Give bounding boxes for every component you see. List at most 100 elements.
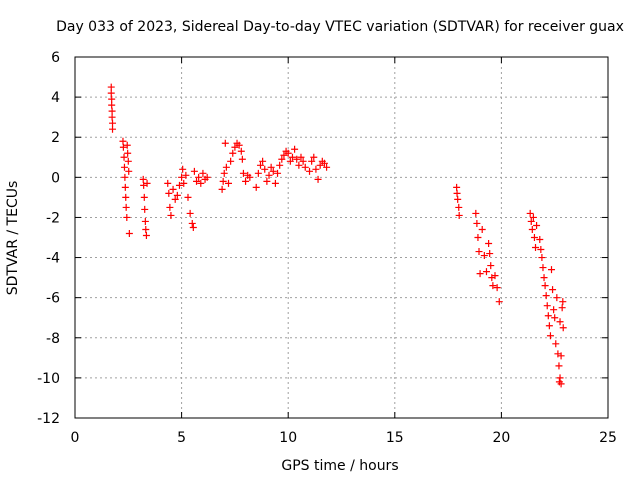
data-point: [182, 171, 190, 179]
data-point: [544, 312, 552, 320]
data-point: [539, 264, 547, 272]
data-points: [107, 83, 567, 388]
data-point: [316, 161, 324, 169]
data-point: [491, 272, 499, 280]
data-point: [478, 225, 486, 233]
y-tick-label: -2: [46, 210, 60, 226]
data-point: [222, 163, 230, 171]
data-point: [455, 211, 463, 219]
data-point: [453, 183, 461, 191]
data-point: [269, 167, 277, 175]
data-point: [123, 141, 131, 149]
data-point: [291, 145, 299, 153]
x-tick-labels: 0 5 10 15 20 25: [71, 430, 617, 446]
data-point: [495, 298, 503, 306]
data-point: [558, 304, 566, 312]
data-point: [320, 159, 328, 167]
data-point: [179, 165, 187, 173]
data-point: [556, 374, 564, 382]
data-point: [487, 262, 495, 270]
data-point: [231, 143, 239, 151]
data-point: [235, 141, 243, 149]
data-point: [543, 302, 551, 310]
data-point: [308, 157, 316, 165]
data-point: [527, 217, 535, 225]
data-point: [246, 173, 254, 181]
data-point: [139, 175, 147, 183]
data-point: [195, 173, 203, 181]
data-point: [323, 163, 331, 171]
data-point: [188, 219, 196, 227]
data-point: [125, 167, 133, 175]
data-point: [197, 179, 205, 187]
data-point: [485, 240, 493, 248]
data-point: [238, 155, 246, 163]
data-point: [559, 298, 567, 306]
data-point: [548, 266, 556, 274]
data-point: [142, 225, 150, 233]
data-point: [546, 332, 554, 340]
data-point: [455, 203, 463, 211]
data-point: [274, 169, 282, 177]
data-point: [124, 149, 132, 157]
data-point: [143, 179, 151, 187]
y-tick-label: -6: [46, 291, 60, 307]
data-point: [557, 352, 565, 360]
x-tick-label: 25: [599, 430, 617, 446]
x-tick-label: 15: [386, 430, 404, 446]
data-point: [119, 137, 127, 145]
data-point: [186, 209, 194, 217]
data-point: [173, 191, 181, 199]
data-point: [180, 179, 188, 187]
data-point: [219, 177, 227, 185]
data-point: [199, 169, 207, 177]
gridlines: [75, 57, 608, 418]
data-point: [178, 173, 186, 181]
data-point: [218, 185, 226, 193]
data-point: [123, 213, 131, 221]
data-point: [286, 157, 294, 165]
data-point: [125, 229, 133, 237]
data-point: [538, 254, 546, 262]
data-point: [482, 268, 490, 276]
data-point: [124, 157, 132, 165]
data-point: [108, 95, 116, 103]
data-point: [254, 169, 262, 177]
y-tick-label: 4: [51, 90, 60, 106]
data-point: [267, 163, 275, 171]
data-point: [109, 125, 117, 133]
y-tick-label: 0: [51, 170, 60, 186]
data-point: [532, 244, 540, 252]
data-point: [142, 231, 150, 239]
data-point: [141, 205, 149, 213]
data-point: [121, 173, 129, 181]
data-point: [530, 234, 538, 241]
y-axis-label: SDTVAR / TECUs: [5, 181, 21, 296]
data-point: [533, 221, 541, 229]
data-point: [108, 101, 116, 109]
data-point: [295, 161, 303, 169]
data-point: [107, 83, 115, 91]
data-point: [252, 183, 260, 191]
data-point: [284, 149, 292, 157]
data-point: [121, 183, 129, 191]
data-point: [550, 306, 558, 314]
x-tick-label: 20: [492, 430, 510, 446]
data-point: [480, 252, 488, 260]
y-tick-label: -8: [46, 331, 60, 347]
data-point: [472, 209, 480, 217]
data-point: [553, 294, 561, 302]
y-tick-label: 2: [51, 130, 60, 146]
data-point: [166, 203, 174, 211]
data-point: [536, 236, 544, 244]
data-point: [190, 167, 198, 175]
data-point: [545, 322, 553, 330]
data-point: [454, 195, 462, 203]
data-point: [242, 177, 250, 185]
data-point: [239, 169, 247, 177]
data-point: [537, 246, 545, 254]
y-tick-label: 6: [51, 50, 60, 66]
data-point: [476, 270, 484, 278]
data-point: [555, 362, 563, 370]
